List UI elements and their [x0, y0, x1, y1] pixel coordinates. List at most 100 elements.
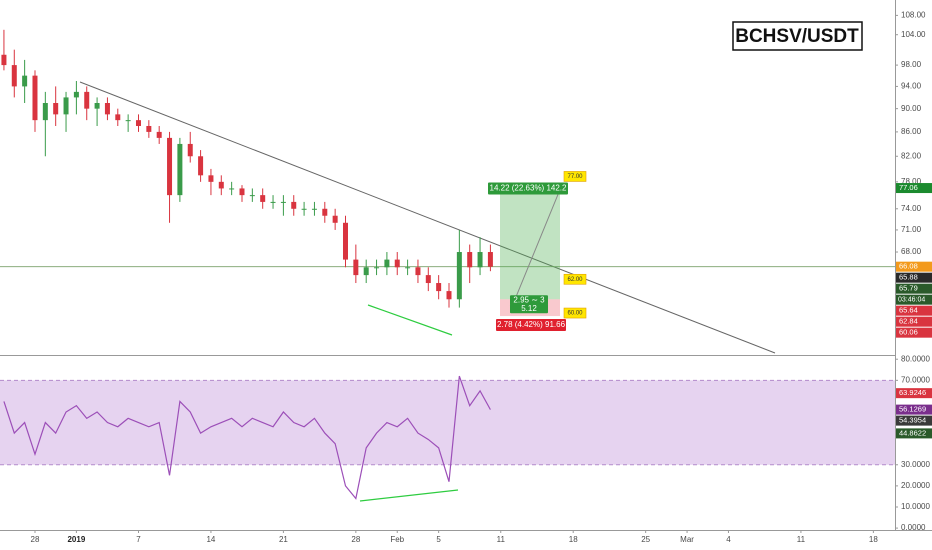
countdown: 03:46:04 [898, 297, 925, 304]
x-tick-label: 18 [569, 535, 578, 544]
y-tick-label: 68.00 [901, 247, 922, 256]
candle-body [115, 114, 121, 121]
price-badge-label: 62.84 [899, 317, 918, 326]
rsi-divergence-line [359, 489, 459, 502]
price-badge-label: 65.88 [899, 273, 918, 282]
price-badge-label: 63.9246 [899, 388, 926, 397]
candle-body [125, 120, 131, 122]
y-tick-label: 74.00 [901, 204, 922, 213]
candle-body [487, 252, 493, 267]
y-tick-label: 71.00 [901, 225, 922, 234]
x-tick-label: 14 [206, 535, 215, 544]
x-tick-label: 28 [351, 535, 360, 544]
candle-body [425, 275, 431, 284]
price-badge-label: 65.79 [899, 284, 918, 293]
candle-body [239, 188, 245, 196]
price-tag: 62.00 [567, 277, 583, 283]
candle-body [456, 252, 462, 300]
qty-label: 5.12 [521, 304, 537, 313]
price-badge [896, 415, 932, 426]
x-tick-label: Feb [390, 535, 404, 544]
candle-body [84, 91, 90, 109]
stop-label: 2.78 (4.42%) 91.66 [497, 320, 566, 329]
price-badge-label: 77.06 [899, 183, 918, 192]
candle-body [73, 91, 79, 98]
candle-body [446, 291, 452, 300]
candle-body [405, 267, 411, 269]
x-tick-label: 11 [497, 535, 506, 544]
price-tag: 77.00 [567, 174, 583, 180]
candle-body [270, 201, 276, 203]
x-tick-label: 2019 [67, 535, 85, 544]
candle-body [467, 252, 473, 268]
price-badge [896, 428, 932, 439]
candle-body [229, 188, 235, 190]
price-badge [896, 388, 932, 399]
candle-body [11, 65, 17, 87]
price-badge [896, 261, 932, 272]
candle-body [218, 181, 224, 189]
rsi-line [3, 375, 491, 500]
rsi-y-tick-label: 0.0000 [901, 523, 926, 532]
candle-body [53, 102, 59, 115]
rsi-y-tick-label: 70.0000 [901, 375, 930, 384]
x-tick-label: 11 [797, 535, 806, 544]
x-tick-label: 4 [726, 535, 731, 544]
candle-body [198, 156, 204, 176]
candle-body [32, 75, 38, 121]
candle-body [311, 208, 317, 210]
price-tag-bg [563, 307, 587, 319]
rsi-y-tick-label: 30.0000 [901, 460, 930, 469]
price-tag: 60.00 [567, 311, 583, 317]
candle-body [394, 259, 400, 268]
candle-body [477, 252, 483, 268]
chart-title: BCHSV/USDT [735, 26, 859, 47]
candle-body [104, 102, 110, 115]
trend-line [79, 81, 776, 354]
price-badge [896, 272, 932, 283]
price-badge-label: 44.8622 [899, 428, 926, 437]
x-tick-label: 5 [436, 535, 441, 544]
candle-body [384, 259, 390, 268]
price-badge-label: 56.1269 [899, 405, 926, 414]
candle-body [374, 267, 380, 269]
price-badge [896, 183, 932, 194]
price-badge [896, 283, 932, 294]
stop-label-bg [496, 319, 566, 332]
price-badge [896, 305, 932, 316]
candle-body [135, 120, 141, 126]
rsi-y-tick-label: 10.0000 [901, 502, 930, 511]
price-badge-label: 54.3954 [899, 416, 926, 425]
price-tag-bg [563, 273, 587, 285]
candle-body [301, 208, 307, 210]
x-tick-label: 25 [641, 535, 650, 544]
price-badge-label: 65.64 [899, 306, 918, 315]
candle-body [353, 259, 359, 276]
candle-body [156, 131, 162, 138]
x-tick-label: 28 [31, 535, 40, 544]
candle-body [146, 125, 152, 132]
candle-body [249, 195, 255, 197]
candle-body [1, 54, 7, 66]
title-box [732, 21, 863, 51]
ratio-label-bg [510, 295, 548, 306]
profit-zone [500, 188, 560, 300]
candle-body [260, 195, 266, 202]
price-tag-bg [563, 171, 587, 182]
candle-body [94, 102, 100, 109]
candle-body [322, 208, 328, 216]
x-tick-label: 21 [279, 535, 288, 544]
y-tick-label: 90.00 [901, 104, 922, 113]
qty-label-bg [510, 304, 548, 314]
y-tick-label: 98.00 [901, 60, 922, 69]
y-tick-label: 94.00 [901, 82, 922, 91]
target-label: 14.22 (22.63%) 142.2 [490, 184, 567, 193]
target-label-bg [488, 182, 568, 195]
rsi-band [0, 380, 895, 465]
y-tick-label: 82.00 [901, 151, 922, 160]
candle-body [415, 267, 421, 276]
candle-body [436, 283, 442, 292]
rsi-y-tick-label: 80.0000 [901, 354, 930, 363]
